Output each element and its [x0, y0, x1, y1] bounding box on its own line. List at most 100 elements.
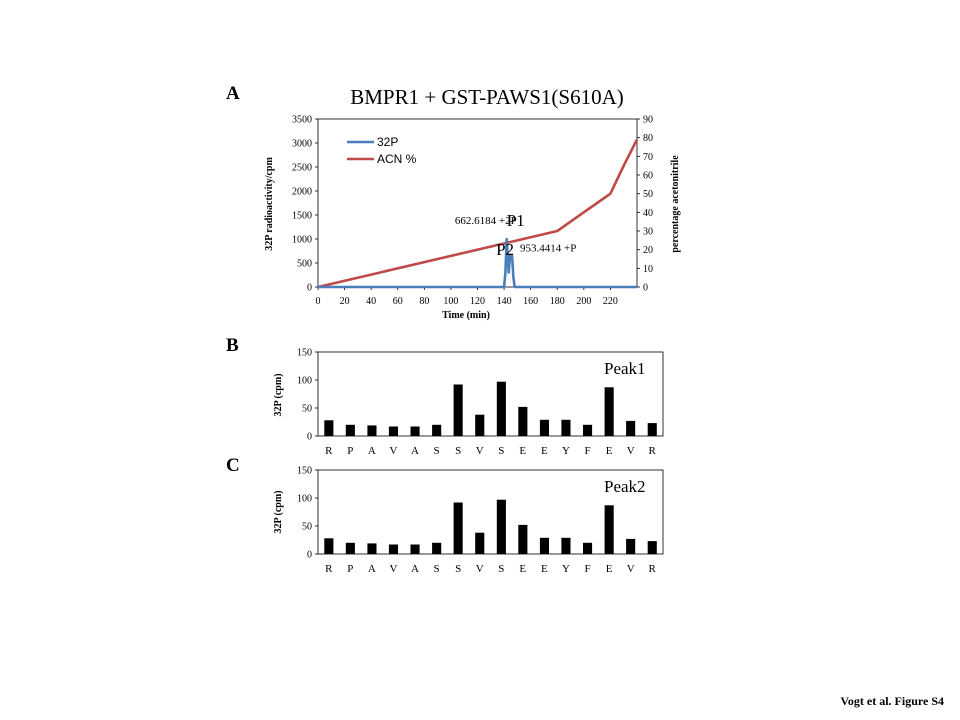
bar — [561, 537, 571, 554]
panel-label-a: A — [226, 83, 240, 104]
chart-b-annotation: Peak1 — [604, 359, 646, 378]
x-tick-label: 40 — [366, 296, 376, 307]
x-tick-label: S — [498, 445, 504, 457]
panel-label-b: B — [226, 335, 239, 356]
series-line-acn — [317, 138, 639, 289]
x-tick-label: 200 — [576, 296, 591, 307]
chart-a-xlabel: Time (min) — [442, 310, 490, 321]
bar — [626, 538, 636, 554]
x-tick-label: V — [390, 563, 398, 575]
x-tick-label: 0 — [316, 296, 321, 307]
x-tick-label: S — [434, 563, 440, 575]
bar — [324, 420, 334, 436]
x-tick-label: E — [541, 445, 548, 457]
bar — [475, 532, 485, 554]
y2-tick-label: 60 — [643, 171, 653, 182]
bar — [367, 425, 377, 436]
chart-b: 0 50 100 150 R P A V A S S V S E E Y F E V R 32P (cpm) Pea… — [273, 348, 664, 457]
bar — [388, 544, 398, 554]
bar — [626, 420, 636, 436]
bar — [367, 543, 377, 554]
bar — [432, 424, 442, 436]
y-tick-label: 50 — [302, 404, 312, 415]
bar — [518, 406, 528, 436]
x-tick-label: V — [627, 445, 635, 457]
bar — [496, 499, 506, 554]
x-tick-label: 120 — [470, 296, 485, 307]
bar — [647, 423, 657, 436]
x-tick-label: E — [606, 563, 613, 575]
chart-c: 0 50 100 150 R P A V A S S V S E E Y F E V R 32P (cpm) Pea… — [273, 466, 664, 575]
bar — [453, 384, 463, 436]
bar — [410, 426, 420, 436]
x-tick-label: 60 — [393, 296, 403, 307]
x-tick-label: R — [325, 445, 333, 457]
x-tick-label: S — [455, 445, 461, 457]
x-tick-label: V — [627, 563, 635, 575]
chart-annotation: P2 — [496, 240, 514, 259]
y2-tick-label: 0 — [643, 283, 648, 294]
y-tick-label: 150 — [297, 348, 312, 359]
y-tick-label: 2000 — [292, 187, 312, 198]
x-tick-label: R — [649, 445, 657, 457]
x-tick-label: P — [347, 563, 353, 575]
y-tick-label: 150 — [297, 466, 312, 477]
x-tick-label: Y — [562, 563, 570, 575]
chart-a: BMPR1 + GST-PAWS1(S610A) 050010001500200… — [264, 85, 681, 321]
y-tick-label: 3000 — [292, 139, 312, 150]
series-line-32p — [318, 237, 637, 289]
chart-a-y2label: percentage acetonitrile — [670, 155, 681, 253]
x-tick-label: V — [390, 445, 398, 457]
y2-tick-label: 70 — [643, 152, 653, 163]
bar — [583, 542, 593, 554]
x-tick-label: A — [368, 445, 376, 457]
y-tick-label: 2500 — [292, 163, 312, 174]
bar — [475, 414, 485, 436]
x-tick-label: 160 — [523, 296, 538, 307]
y-tick-label: 50 — [302, 522, 312, 533]
x-tick-label: 180 — [550, 296, 565, 307]
x-tick-label: E — [606, 445, 613, 457]
panel-label-c: C — [226, 455, 240, 476]
chart-a-plot-frame — [317, 118, 638, 288]
bar — [432, 542, 442, 554]
y-tick-label: 1000 — [292, 235, 312, 246]
bar — [410, 544, 420, 554]
chart-b-ylabel: 32P (cpm) — [273, 373, 284, 416]
y2-tick-label: 30 — [643, 227, 653, 238]
bar — [583, 424, 593, 436]
bar — [647, 541, 657, 554]
bar — [604, 387, 614, 436]
bar — [388, 426, 398, 436]
x-tick-label: E — [541, 563, 548, 575]
chart-a-legend: 32P ACN % — [347, 135, 417, 166]
x-tick-label: 100 — [443, 296, 458, 307]
chart-c-plot-frame — [317, 469, 664, 555]
bar — [324, 538, 334, 554]
x-tick-label: R — [325, 563, 333, 575]
x-tick-label: 80 — [419, 296, 429, 307]
y2-tick-label: 50 — [643, 189, 653, 200]
chart-b-plot-frame — [317, 351, 664, 437]
y-tick-label: 3500 — [292, 115, 312, 126]
x-tick-label: 140 — [497, 296, 512, 307]
y2-tick-label: 10 — [643, 264, 653, 275]
x-tick-label: V — [476, 445, 484, 457]
y-tick-label: 0 — [307, 432, 312, 443]
x-tick-label: S — [498, 563, 504, 575]
x-tick-label: F — [584, 445, 590, 457]
x-tick-label: E — [519, 563, 526, 575]
y-tick-label: 500 — [297, 259, 312, 270]
chart-a-ylabel: 32P radioactivity/cpm — [264, 157, 275, 251]
bar — [496, 381, 506, 436]
x-tick-label: 20 — [340, 296, 350, 307]
legend-label-32p: 32P — [377, 135, 398, 149]
x-tick-label: A — [368, 563, 376, 575]
bar — [561, 419, 571, 436]
chart-annotation: P1 — [507, 211, 525, 230]
y-tick-label: 100 — [297, 494, 312, 505]
x-tick-label: R — [649, 563, 657, 575]
x-tick-label: Y — [562, 445, 570, 457]
bar — [604, 505, 614, 554]
